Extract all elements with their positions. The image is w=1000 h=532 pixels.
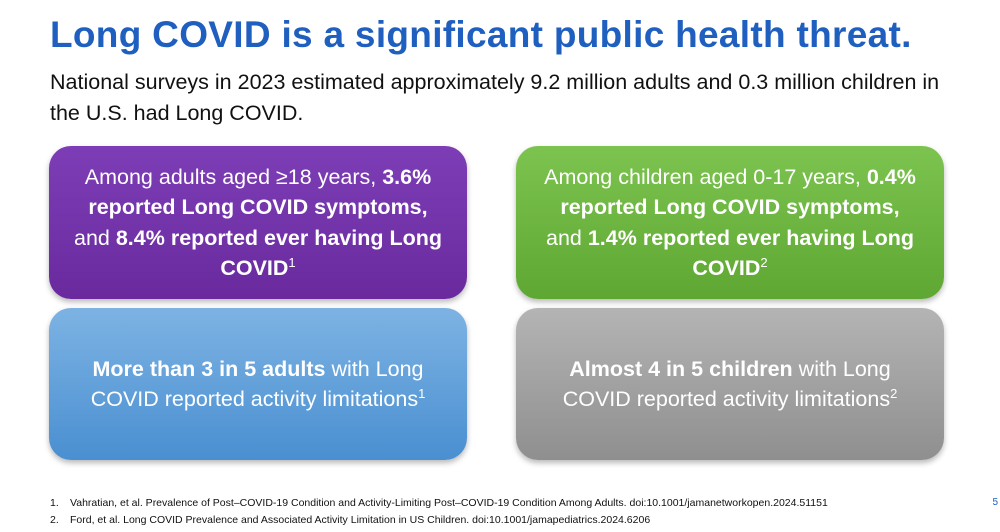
adults-limitations-desc: with Long COVID reported activity limita… xyxy=(90,356,424,412)
adults-ever-stat: 8.4% reported ever having Long COVID xyxy=(115,225,443,281)
reference-number: 1. xyxy=(50,497,59,509)
adults-limitations-text: More than 3 in 5 adults with Long COVID … xyxy=(69,354,447,415)
children-limitations-stat: Almost 4 in 5 children xyxy=(569,356,793,381)
children-prevalence-text: Among children aged 0-17 years, 0.4% rep… xyxy=(540,162,920,284)
footnote-marker: 2 xyxy=(890,385,898,401)
adults-prevalence-text: Among adults aged ≥18 years, 3.6% report… xyxy=(69,162,447,284)
children-symptoms-stat: 0.4% reported Long COVID symptoms, xyxy=(560,164,916,220)
reference-item: 2. Ford, et al. Long COVID Prevalence an… xyxy=(50,512,950,529)
slide-subtitle: National surveys in 2023 estimated appro… xyxy=(50,70,940,125)
children-limitations-text: Almost 4 in 5 children with Long COVID r… xyxy=(540,354,920,415)
children-prevalence-intro: Among children aged 0-17 years, xyxy=(544,164,867,189)
reference-item: 1. Vahratian, et al. Prevalence of Post–… xyxy=(50,495,950,512)
slide-title: Long COVID is a significant public healt… xyxy=(50,14,912,55)
children-prevalence-connector: and xyxy=(545,225,588,250)
footnote-marker: 1 xyxy=(418,385,426,401)
children-ever-stat: 1.4% reported ever having Long COVID xyxy=(587,225,915,281)
page-number: 5 xyxy=(992,497,998,508)
children-prevalence-card: Among children aged 0-17 years, 0.4% rep… xyxy=(516,146,944,299)
footnote-marker: 1 xyxy=(288,254,296,270)
adults-limitations-card: More than 3 in 5 adults with Long COVID … xyxy=(49,308,467,460)
adults-prevalence-connector: and xyxy=(73,225,116,250)
reference-text: Ford, et al. Long COVID Prevalence and A… xyxy=(70,514,651,526)
adults-limitations-stat: More than 3 in 5 adults xyxy=(92,356,326,381)
references-list: 1. Vahratian, et al. Prevalence of Post–… xyxy=(50,495,950,529)
reference-number: 2. xyxy=(50,514,59,526)
children-limitations-desc: with Long COVID reported activity limita… xyxy=(562,356,891,412)
adults-prevalence-intro: Among adults aged ≥18 years, xyxy=(84,164,383,189)
footnote-marker: 2 xyxy=(760,254,768,270)
adults-prevalence-card: Among adults aged ≥18 years, 3.6% report… xyxy=(49,146,467,299)
children-limitations-card: Almost 4 in 5 children with Long COVID r… xyxy=(516,308,944,460)
reference-text: Vahratian, et al. Prevalence of Post–COV… xyxy=(70,497,828,509)
adults-symptoms-stat: 3.6% reported Long COVID symptoms, xyxy=(88,164,432,220)
